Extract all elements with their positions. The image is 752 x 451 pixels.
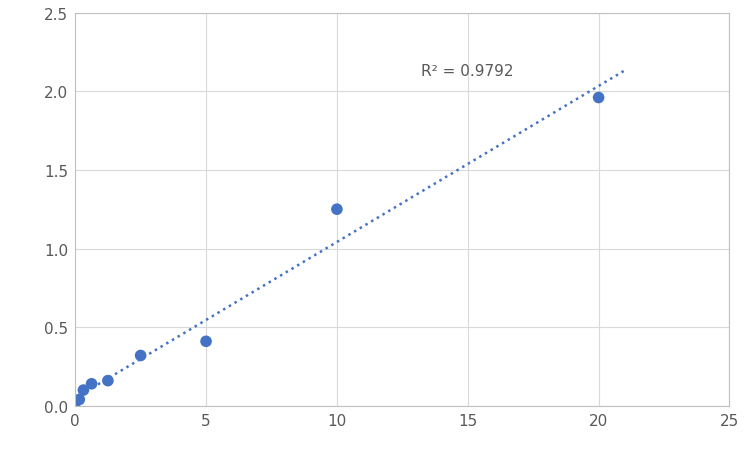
- Point: [73, 396, 85, 403]
- Point: [135, 352, 147, 359]
- Point: [69, 399, 81, 406]
- Point: [331, 206, 343, 213]
- Point: [593, 95, 605, 102]
- Point: [86, 380, 98, 387]
- Point: [77, 387, 89, 394]
- Text: R² = 0.9792: R² = 0.9792: [420, 64, 513, 79]
- Point: [102, 377, 114, 384]
- Point: [200, 338, 212, 345]
